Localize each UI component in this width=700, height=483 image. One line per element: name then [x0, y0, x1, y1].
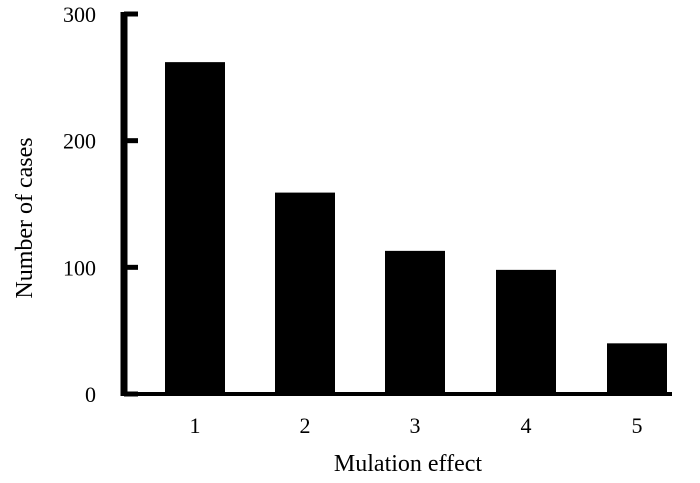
bar-1 [165, 62, 225, 395]
x-tick-label: 1 [190, 413, 201, 438]
x-tick-label: 5 [632, 413, 643, 438]
x-tick-label: 2 [300, 413, 311, 438]
x-axis-title: Mulation effect [334, 451, 483, 477]
bar-5 [607, 343, 667, 394]
y-ticks: 0 100 200 300 [63, 2, 138, 407]
y-axis-title: Number of cases [12, 137, 38, 298]
x-ticks: 1 2 3 4 5 [190, 413, 643, 438]
bars [165, 62, 667, 395]
y-tick-label: 0 [85, 382, 96, 407]
bar-4 [496, 269, 556, 394]
x-tick-label: 3 [410, 413, 421, 438]
y-tick-label: 300 [63, 2, 96, 27]
bar-3 [385, 250, 445, 394]
bar-2 [275, 192, 335, 394]
y-tick-label: 200 [63, 129, 96, 154]
x-tick-label: 4 [521, 413, 532, 438]
y-tick-label: 100 [63, 255, 96, 280]
